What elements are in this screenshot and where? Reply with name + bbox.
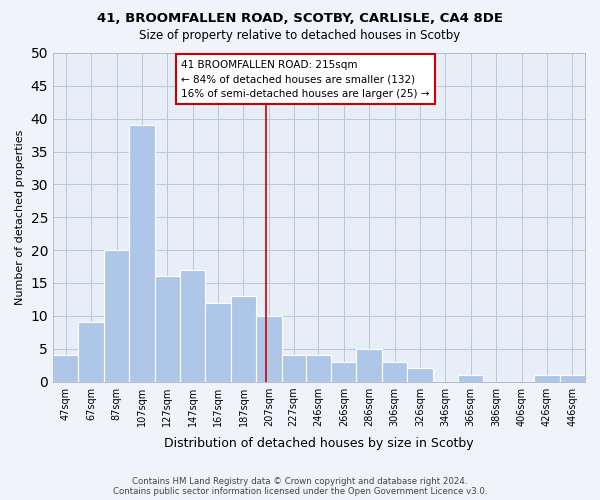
Bar [407,368,433,382]
Text: 41 BROOMFALLEN ROAD: 215sqm
← 84% of detached houses are smaller (132)
16% of se: 41 BROOMFALLEN ROAD: 215sqm ← 84% of det… [181,60,430,99]
Bar [231,296,256,382]
Bar [79,322,104,382]
X-axis label: Distribution of detached houses by size in Scotby: Distribution of detached houses by size … [164,437,474,450]
Bar [180,270,205,382]
Bar [104,250,129,382]
Bar [256,316,281,382]
Text: Contains HM Land Registry data © Crown copyright and database right 2024.: Contains HM Land Registry data © Crown c… [132,477,468,486]
Bar [356,348,382,382]
Bar [155,276,180,382]
Text: Contains public sector information licensed under the Open Government Licence v3: Contains public sector information licen… [113,487,487,496]
Text: Size of property relative to detached houses in Scotby: Size of property relative to detached ho… [139,29,461,42]
Bar [534,375,560,382]
Y-axis label: Number of detached properties: Number of detached properties [15,130,25,305]
Bar [560,375,585,382]
Bar [281,355,305,382]
Bar [331,362,356,382]
Bar [458,375,484,382]
Bar [53,355,79,382]
Bar [305,355,331,382]
Bar [129,126,155,382]
Bar [382,362,407,382]
Text: 41, BROOMFALLEN ROAD, SCOTBY, CARLISLE, CA4 8DE: 41, BROOMFALLEN ROAD, SCOTBY, CARLISLE, … [97,12,503,26]
Bar [205,302,231,382]
